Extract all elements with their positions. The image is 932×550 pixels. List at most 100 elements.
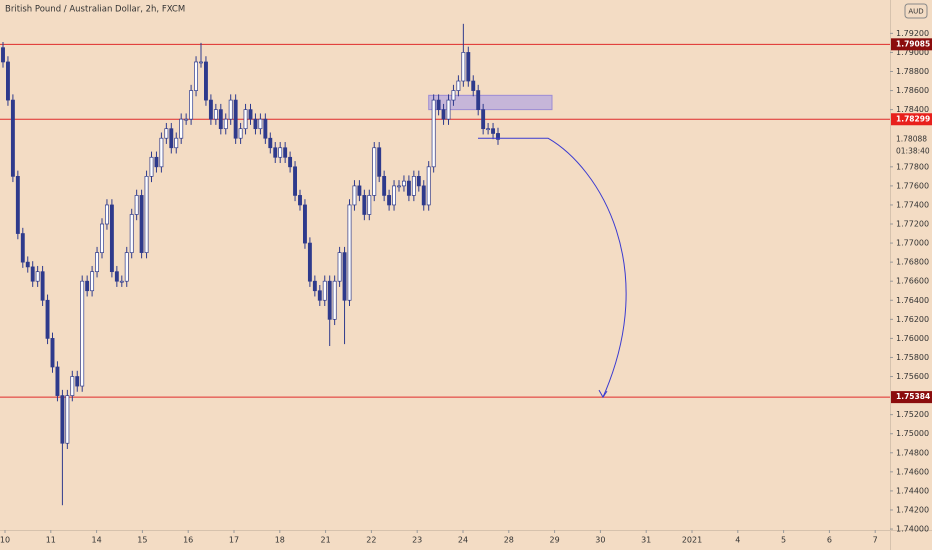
candle-body — [426, 166, 431, 206]
candle-body — [406, 180, 411, 196]
candle-body — [159, 137, 164, 168]
x-tick-label: 2021 — [682, 536, 702, 545]
candle-body — [25, 261, 30, 268]
candle-body — [382, 175, 387, 196]
candle-body — [55, 366, 60, 396]
x-tick-label: 4 — [735, 536, 740, 545]
candle-body — [258, 118, 263, 130]
candle-body — [243, 109, 248, 130]
x-tick-label: 21 — [321, 536, 331, 545]
last-price-label: 1.78088 — [896, 134, 927, 143]
candle-body — [194, 61, 198, 91]
y-tick-label: 1.76200 — [896, 315, 929, 324]
candle-body — [446, 99, 451, 120]
candle-body — [421, 185, 426, 206]
candle-body — [75, 376, 80, 387]
candle-body — [35, 271, 40, 282]
candle-body — [228, 99, 233, 120]
y-tick-label: 1.74800 — [896, 448, 929, 457]
candle-body — [461, 52, 466, 82]
x-tick-label: 7 — [873, 536, 878, 545]
candle-body — [416, 175, 421, 187]
level-tag — [891, 38, 932, 51]
y-tick-label: 1.76600 — [896, 277, 929, 286]
x-tick-label: 10 — [0, 536, 10, 545]
y-tick-label: 1.78600 — [896, 86, 929, 95]
y-tick-label: 1.79200 — [896, 29, 929, 38]
y-tick-label: 1.75200 — [896, 410, 929, 419]
candle-body — [223, 118, 228, 130]
projection-arrow — [478, 137, 627, 398]
candle-body — [10, 99, 15, 177]
candle-body — [109, 204, 114, 273]
candle-body — [184, 118, 189, 121]
level-label: 1.79085 — [896, 39, 930, 48]
candle-body — [213, 109, 218, 120]
candle-body — [218, 109, 223, 130]
y-tick-label: 1.76800 — [896, 258, 929, 267]
x-tick-label: 5 — [781, 536, 786, 545]
candle-body — [15, 175, 20, 234]
candle-body — [293, 166, 298, 196]
candle-body — [124, 252, 129, 282]
candle-body — [164, 128, 169, 139]
candle-body — [387, 195, 392, 206]
y-tick-label: 1.74600 — [896, 467, 929, 476]
x-tick-label: 31 — [641, 536, 651, 545]
y-tick-label: 1.79000 — [896, 48, 929, 57]
x-tick-label: 24 — [458, 536, 468, 545]
y-tick-label: 1.78800 — [896, 67, 929, 76]
candle-body — [5, 61, 10, 101]
x-tick-label: 28 — [504, 536, 514, 545]
candle-body — [45, 299, 50, 339]
y-tick-label: 1.78400 — [896, 105, 929, 114]
y-tick-label: 1.77000 — [896, 239, 929, 248]
candle-body — [496, 133, 500, 140]
candle-body — [233, 99, 238, 139]
y-tick-label: 1.75800 — [896, 353, 929, 362]
candle-body — [129, 214, 134, 253]
candle-body — [288, 156, 293, 168]
candle-body — [451, 90, 456, 101]
candle-body — [317, 290, 322, 301]
candle-body — [352, 185, 357, 206]
candle-body — [189, 90, 194, 120]
candle-body — [307, 242, 312, 282]
candle-body — [90, 271, 95, 292]
x-tick-label: 22 — [366, 536, 376, 545]
y-tick-label: 1.76400 — [896, 296, 929, 305]
candle-body — [95, 252, 99, 273]
candle-body — [332, 280, 337, 320]
candle-body — [154, 156, 159, 168]
candle-body — [114, 271, 119, 282]
candle-body — [268, 137, 273, 149]
candle-body — [1, 47, 5, 63]
candle-body — [263, 118, 268, 139]
candle-body — [486, 128, 491, 131]
candle-body — [100, 223, 104, 253]
x-tick-label: 6 — [827, 536, 832, 545]
candle-body — [169, 128, 174, 149]
candle-body — [397, 185, 401, 188]
level-tag — [891, 391, 932, 404]
candle-body — [357, 185, 362, 196]
candle-body — [342, 252, 347, 301]
candle-body — [491, 128, 496, 134]
candle-body — [104, 204, 109, 225]
candle-body — [392, 185, 397, 206]
candle-body — [199, 61, 203, 64]
candle-body — [174, 137, 179, 149]
candle-body — [481, 109, 486, 130]
candle-body — [441, 109, 446, 120]
chart-title: British Pound / Australian Dollar, 2h, F… — [5, 5, 185, 15]
candle-body — [367, 195, 372, 215]
y-tick-label: 1.75000 — [896, 429, 929, 438]
y-tick-label: 1.74400 — [896, 486, 929, 495]
x-tick-label: 23 — [412, 536, 422, 545]
candle-body — [362, 195, 367, 215]
candle-body — [144, 175, 149, 253]
x-tick-label: 17 — [229, 536, 239, 545]
candle-body — [65, 395, 70, 444]
candle-body — [208, 99, 213, 120]
arrow-head — [598, 389, 608, 399]
